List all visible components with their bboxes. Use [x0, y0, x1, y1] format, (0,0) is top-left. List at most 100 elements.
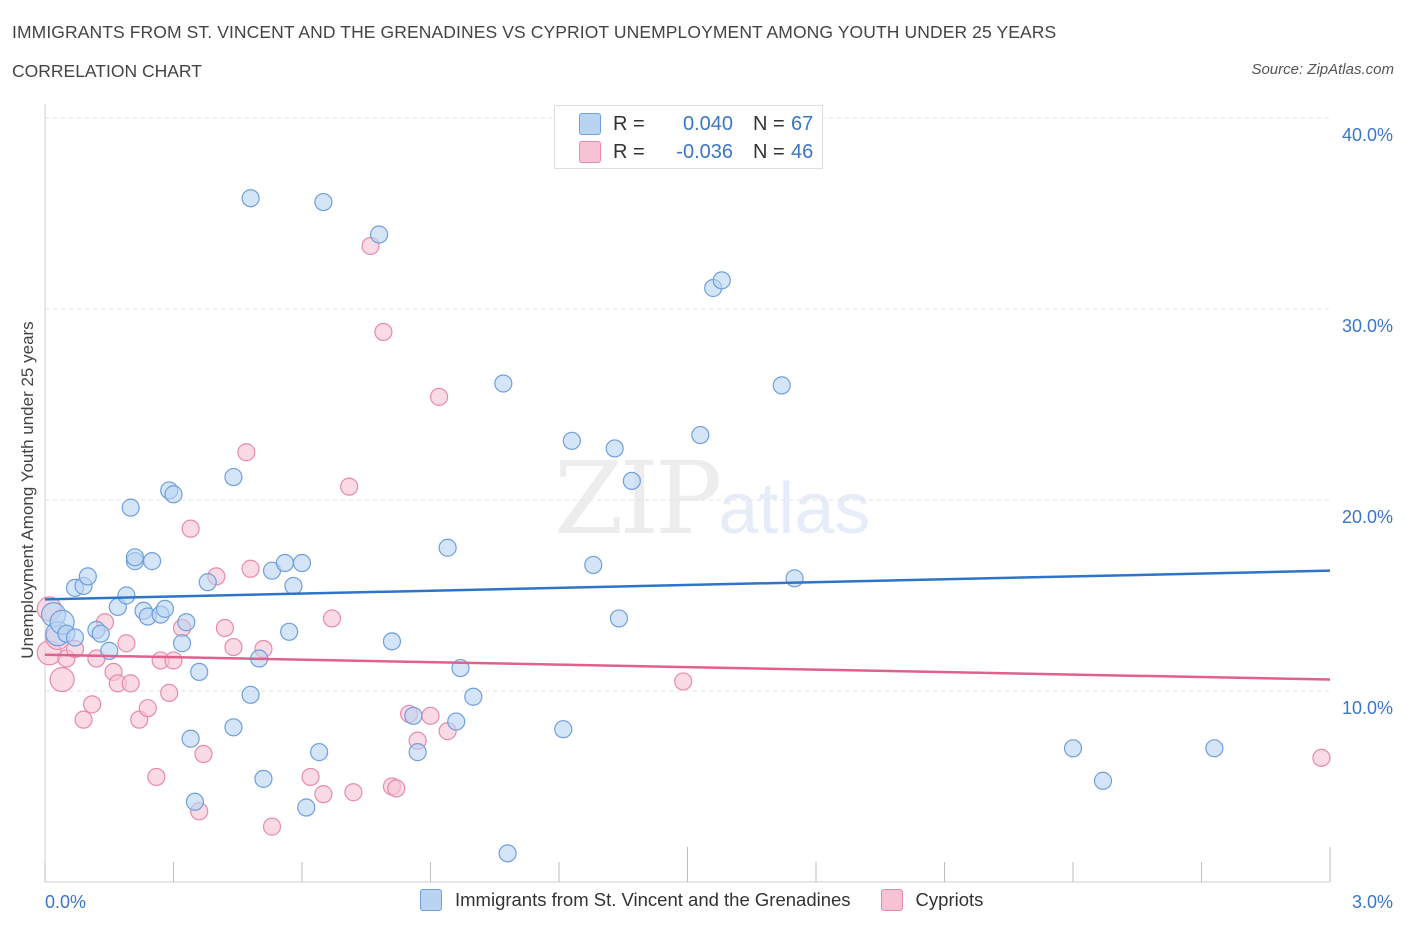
- legend-n-value-series2: 46: [791, 140, 814, 163]
- x-tick-label-min: 0.0%: [45, 892, 86, 912]
- data-point-series1: [772, 376, 791, 395]
- y-tick-label: 40.0%: [1342, 125, 1393, 145]
- data-point-series1: [91, 624, 110, 643]
- data-point-series2: [241, 559, 260, 578]
- data-point-series1: [121, 498, 140, 517]
- data-point-series2: [262, 817, 282, 836]
- data-point-series1: [241, 189, 260, 208]
- legend-item-series1: Immigrants from St. Vincent and the Gren…: [420, 889, 851, 911]
- data-point-series1: [275, 553, 294, 573]
- data-point-series1: [198, 573, 217, 592]
- data-point-series2: [215, 618, 234, 638]
- correlation-legend: R = 0.040 N = 67 R = -0.036 N = 46: [554, 105, 823, 169]
- data-point-series1: [280, 622, 299, 641]
- legend-row-series2: R = -0.036 N = 46: [579, 140, 813, 164]
- legend-swatch-series2: [579, 141, 601, 163]
- trend-line-series1: [44, 569, 1331, 601]
- data-point-series1: [370, 225, 389, 244]
- data-point-series1: [1093, 771, 1113, 790]
- legend-r-label: R =: [613, 112, 645, 135]
- data-point-series2: [340, 477, 359, 496]
- watermark-zip: ZIP: [554, 440, 722, 557]
- data-point-series1: [494, 374, 513, 393]
- data-point-series1: [172, 634, 192, 653]
- source-label: Source: ZipAtlas.com: [1251, 61, 1394, 78]
- data-point-series2: [117, 634, 136, 653]
- data-point-series2: [374, 322, 393, 342]
- data-point-series1: [404, 706, 423, 725]
- data-point-series1: [382, 632, 402, 651]
- legend-row-series1: R = 0.040 N = 67: [579, 112, 813, 136]
- data-point-series2: [421, 706, 440, 725]
- data-point-series2: [83, 695, 102, 714]
- data-point-series1: [447, 712, 466, 731]
- legend-swatch-series1: [579, 113, 601, 135]
- data-point-series1: [142, 552, 162, 571]
- data-point-series1: [310, 743, 329, 762]
- data-point-series2: [322, 609, 342, 628]
- y-tick-label: 20.0%: [1342, 507, 1393, 527]
- data-point-series2: [74, 710, 93, 729]
- data-point-series2: [224, 637, 243, 657]
- data-point-series1: [464, 687, 483, 706]
- legend-label-series2: Cypriots: [915, 889, 984, 910]
- data-point-series2: [164, 651, 183, 670]
- legend-label-series1: Immigrants from St. Vincent and the Gren…: [455, 889, 851, 910]
- legend-swatch-series2: [880, 889, 903, 911]
- legend-r-value-series2: -0.036: [676, 140, 733, 163]
- legend-swatch-series1: [420, 889, 442, 911]
- data-point-series1: [605, 439, 624, 458]
- data-point-series2: [674, 672, 693, 691]
- data-point-series1: [712, 271, 731, 290]
- data-point-series1: [498, 844, 517, 863]
- data-point-series1: [78, 567, 97, 586]
- data-point-series2: [301, 767, 320, 787]
- data-point-series1: [584, 555, 603, 575]
- data-point-series1: [284, 576, 303, 596]
- series-legend: Immigrants from St. Vincent and the Gren…: [420, 889, 1013, 911]
- legend-n-label: N =: [753, 112, 785, 135]
- data-point-series1: [1205, 739, 1224, 758]
- data-point-series1: [254, 769, 273, 788]
- data-point-series1: [125, 548, 145, 567]
- data-point-series1: [1063, 739, 1083, 758]
- data-point-series2: [194, 744, 213, 764]
- data-point-series2: [49, 666, 75, 693]
- data-point-series1: [181, 729, 200, 748]
- data-point-series2: [429, 387, 449, 406]
- y-tick-label: 30.0%: [1342, 316, 1393, 336]
- data-point-series1: [554, 720, 573, 739]
- legend-n-value-series1: 67: [791, 112, 814, 135]
- data-point-series1: [65, 628, 85, 647]
- data-point-series1: [408, 743, 427, 762]
- data-point-series1: [224, 718, 243, 737]
- legend-n-label: N =: [753, 140, 785, 163]
- data-point-series2: [181, 519, 200, 538]
- data-point-series1: [562, 431, 581, 450]
- data-point-series2: [1312, 748, 1331, 767]
- chart-subtitle: CORRELATION CHART: [12, 61, 202, 81]
- watermark: ZIPatlas: [554, 440, 870, 557]
- data-point-series1: [691, 425, 710, 445]
- data-point-series1: [785, 569, 804, 588]
- data-point-series1: [224, 467, 243, 487]
- y-axis-label: Unemployment Among Youth under 25 years: [18, 321, 37, 659]
- data-point-series1: [609, 609, 629, 628]
- data-point-series2: [121, 674, 140, 693]
- legend-r-value-series1: 0.040: [682, 112, 733, 135]
- data-point-series1: [185, 792, 205, 811]
- data-point-series2: [314, 785, 333, 804]
- data-point-series1: [622, 471, 641, 490]
- legend-r-label: R =: [613, 140, 645, 163]
- data-point-series1: [292, 553, 312, 573]
- data-point-series1: [177, 613, 196, 632]
- data-point-series1: [241, 685, 260, 704]
- legend-item-series2: Cypriots: [880, 889, 984, 911]
- data-point-series1: [190, 662, 209, 682]
- data-point-series1: [297, 798, 316, 817]
- trend-line-series2: [44, 653, 1331, 681]
- data-point-series2: [344, 783, 363, 802]
- data-point-series1: [438, 538, 457, 557]
- watermark-atlas: atlas: [718, 469, 871, 549]
